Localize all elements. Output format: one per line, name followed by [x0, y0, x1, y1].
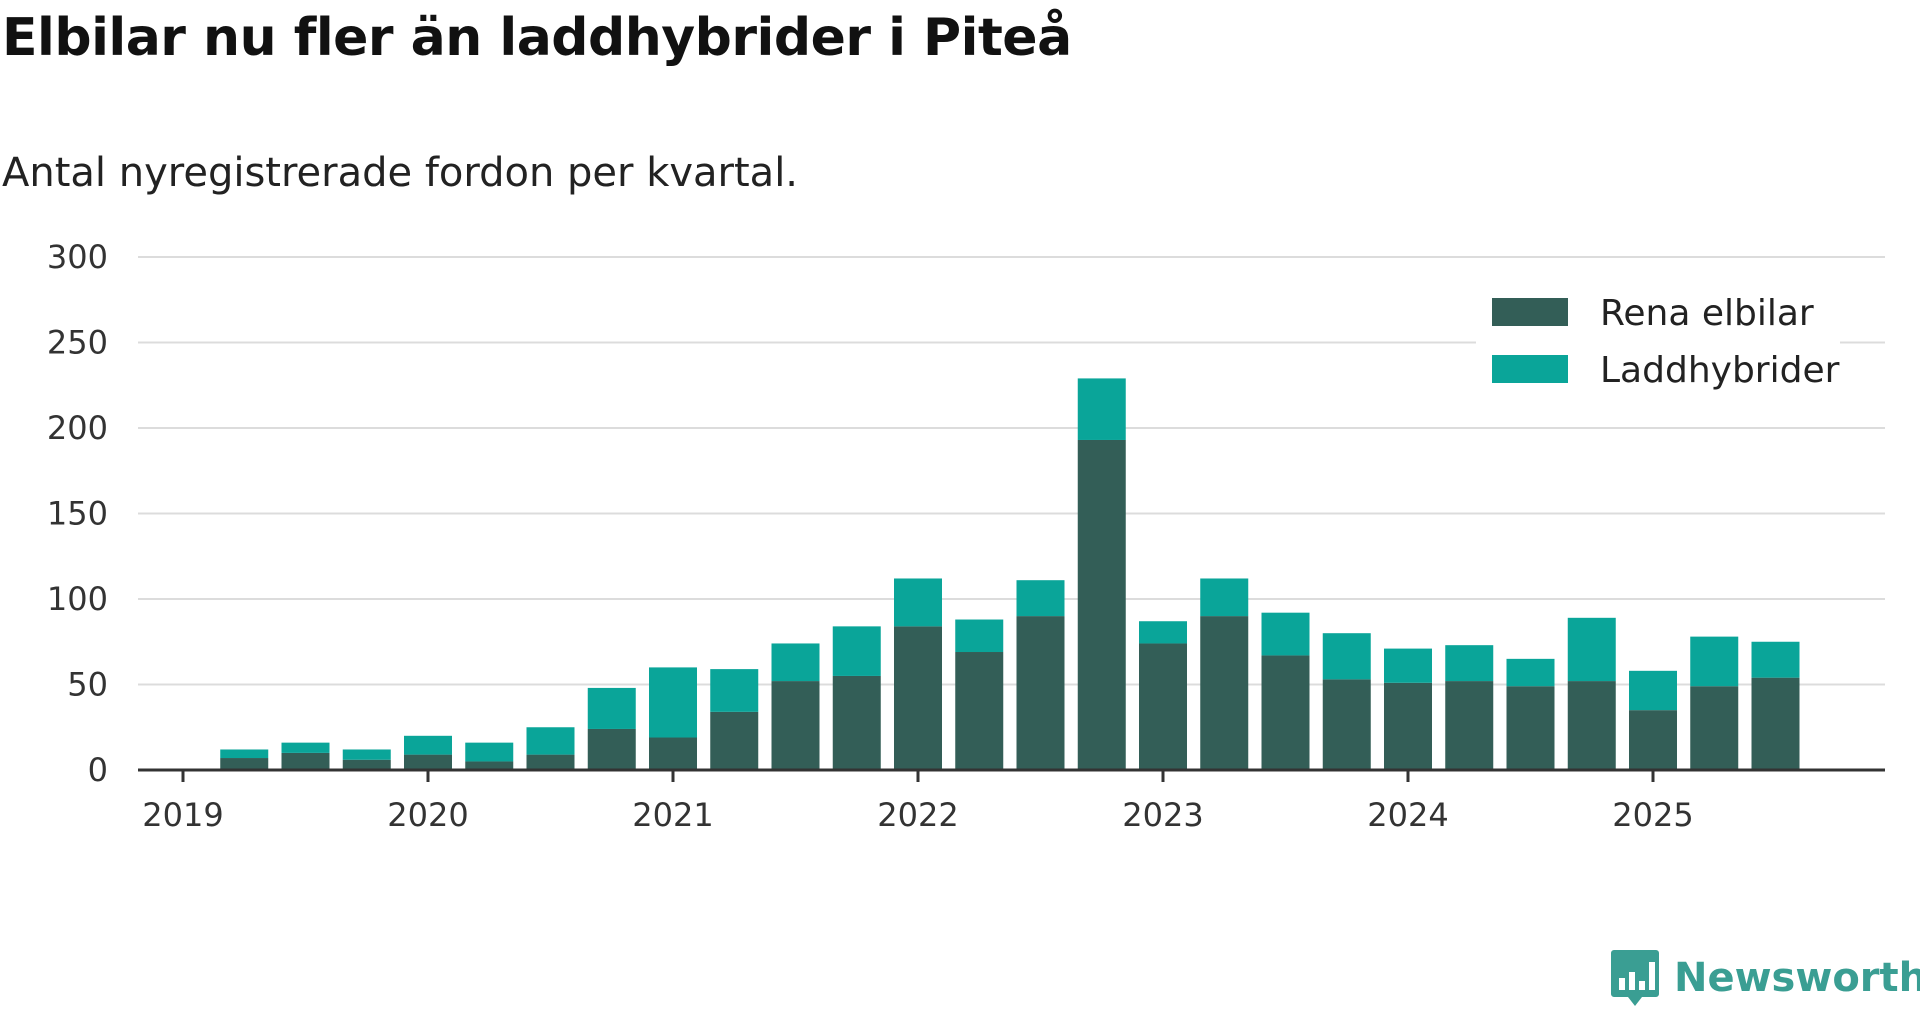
- bar-rena-elbilar: [1322, 679, 1371, 770]
- bar-laddhybrider: [1016, 580, 1065, 617]
- x-tick-label: 2019: [142, 796, 223, 834]
- bar-laddhybrider: [1629, 670, 1677, 711]
- bar-laddhybrider: [771, 643, 820, 682]
- y-tick-label: 300: [47, 238, 108, 276]
- x-tick-label: 2024: [1367, 796, 1448, 834]
- bar-laddhybrider: [281, 742, 330, 753]
- x-tick-label: 2023: [1122, 796, 1203, 834]
- bar-laddhybrider: [404, 735, 452, 755]
- bar-laddhybrider: [1567, 617, 1616, 682]
- bars: [220, 378, 1800, 770]
- bar-laddhybrider: [710, 669, 759, 712]
- x-axis: 2019 2020 2021 2022 2023 2024 2025: [138, 768, 1885, 834]
- y-tick-label: 100: [47, 580, 108, 618]
- y-tick-label: 150: [47, 495, 108, 533]
- bar-laddhybrider: [220, 749, 269, 759]
- bar-laddhybrider: [342, 749, 391, 760]
- bar-laddhybrider: [1200, 578, 1249, 617]
- bar-rena-elbilar: [771, 681, 820, 770]
- bar-laddhybrider: [894, 578, 942, 627]
- brand-name: Newsworthy: [1674, 955, 1920, 1001]
- bar-rena-elbilar: [1384, 682, 1432, 770]
- bar-laddhybrider: [465, 742, 514, 762]
- bar-rena-elbilar: [1139, 643, 1187, 770]
- bar-rena-elbilar: [404, 754, 452, 770]
- legend-swatch-laddhybrider: [1492, 355, 1568, 383]
- bar-rena-elbilar: [526, 754, 575, 770]
- bar-rena-elbilar: [955, 652, 1004, 770]
- bar-rena-elbilar: [342, 759, 391, 770]
- bar-laddhybrider: [587, 687, 636, 729]
- x-tick-label: 2022: [877, 796, 958, 834]
- bar-laddhybrider: [1690, 636, 1739, 687]
- bar-laddhybrider: [1751, 641, 1800, 678]
- newsworthy-logo-icon: [1611, 950, 1659, 1006]
- bar-laddhybrider: [1322, 633, 1371, 680]
- bar-rena-elbilar: [1016, 616, 1065, 770]
- legend-label-laddhybrider: Laddhybrider: [1600, 350, 1840, 391]
- bar-rena-elbilar: [1690, 686, 1739, 770]
- y-tick-label: 50: [67, 666, 108, 704]
- bar-rena-elbilar: [1261, 655, 1310, 770]
- legend: Rena elbilar Laddhybrider: [1476, 285, 1840, 395]
- y-axis-tick-labels: 0 50 100 150 200 250 300: [47, 238, 108, 789]
- bar-rena-elbilar: [220, 758, 269, 770]
- chart-subtitle: Antal nyregistrerade fordon per kvartal.: [2, 150, 799, 196]
- chart-title: Elbilar nu fler än laddhybrider i Piteå: [2, 8, 1072, 68]
- bar-rena-elbilar: [710, 711, 759, 770]
- bar-rena-elbilar: [1077, 439, 1126, 770]
- bar-rena-elbilar: [1506, 686, 1555, 770]
- bar-laddhybrider: [1445, 645, 1494, 682]
- legend-swatch-rena-elbilar: [1492, 298, 1568, 326]
- y-tick-label: 200: [47, 409, 108, 447]
- x-tick-label: 2020: [387, 796, 468, 834]
- bar-laddhybrider: [649, 667, 697, 738]
- grid-lines: [138, 256, 1885, 686]
- bar-rena-elbilar: [832, 675, 881, 770]
- bar-rena-elbilar: [281, 752, 330, 770]
- y-tick-label: 250: [47, 324, 108, 362]
- x-tick-label: 2025: [1612, 796, 1693, 834]
- bar-rena-elbilar: [649, 737, 697, 770]
- y-tick-label: 0: [88, 751, 108, 789]
- bar-laddhybrider: [1139, 621, 1187, 644]
- bar-laddhybrider: [526, 727, 575, 755]
- bar-rena-elbilar: [465, 761, 514, 770]
- bar-laddhybrider: [1261, 612, 1310, 656]
- brand-logo: Newsworthy: [1610, 948, 1920, 1008]
- bar-laddhybrider: [1077, 378, 1126, 440]
- bar-rena-elbilar: [894, 626, 942, 770]
- legend-label-rena-elbilar: Rena elbilar: [1600, 293, 1814, 334]
- bar-laddhybrider: [1506, 658, 1555, 687]
- x-tick-label: 2021: [632, 796, 713, 834]
- bar-rena-elbilar: [587, 728, 636, 770]
- bar-rena-elbilar: [1567, 681, 1616, 770]
- bar-laddhybrider: [1384, 648, 1432, 683]
- bar-rena-elbilar: [1200, 616, 1249, 770]
- bar-rena-elbilar: [1629, 710, 1677, 770]
- bar-rena-elbilar: [1445, 681, 1494, 770]
- bar-laddhybrider: [955, 619, 1004, 653]
- bar-rena-elbilar: [1751, 677, 1800, 770]
- bar-laddhybrider: [832, 626, 881, 676]
